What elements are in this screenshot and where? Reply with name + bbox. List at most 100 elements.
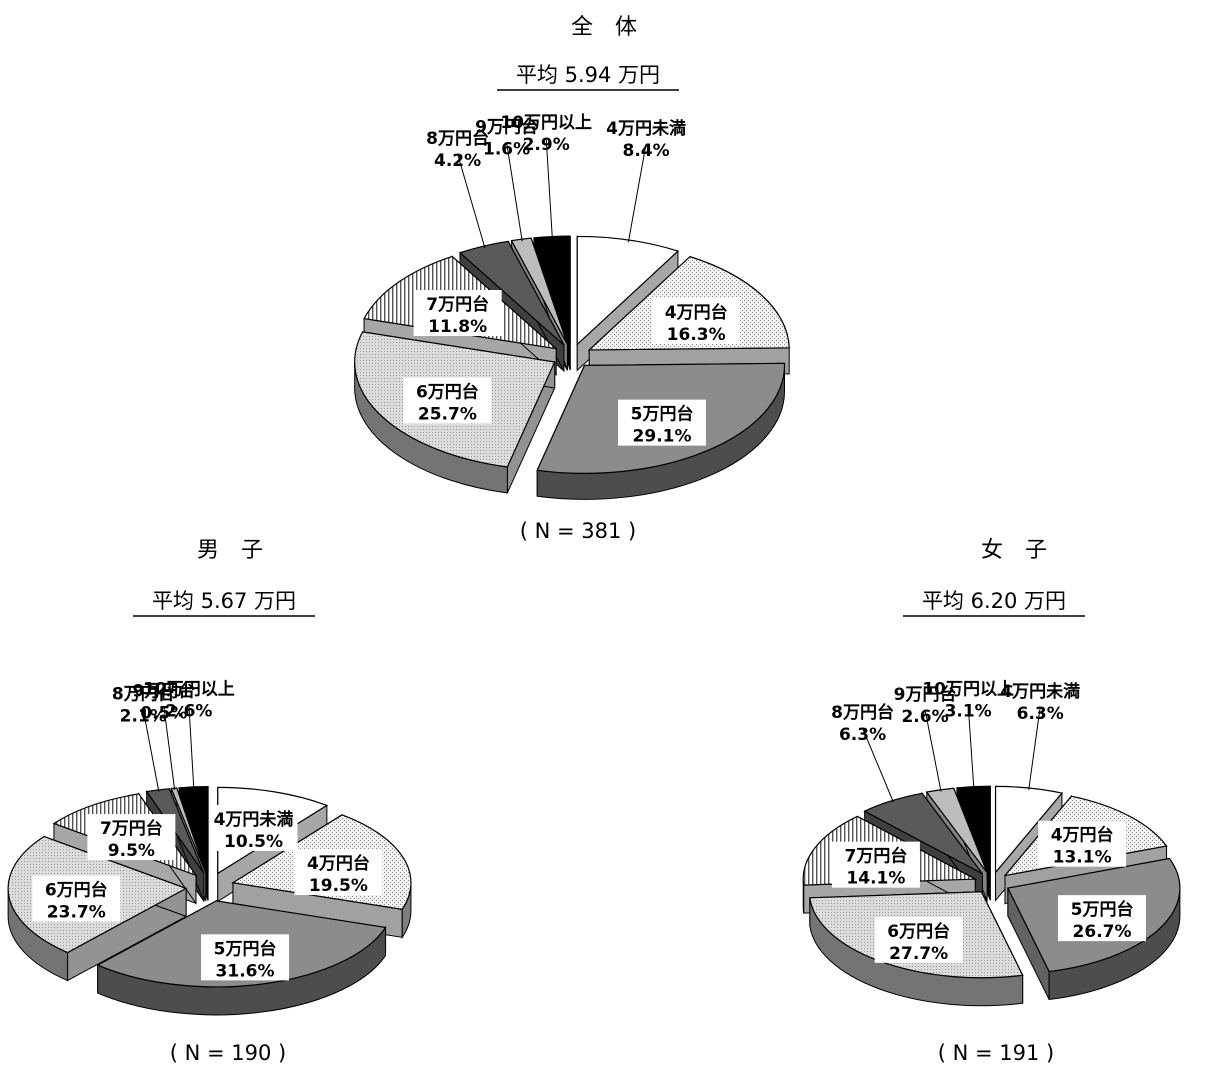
slice-value-label: 2.6% (901, 707, 948, 727)
slice-value-label: 16.3% (667, 325, 726, 345)
pie-area: 4万円未満10.5%4万円台19.5%5万円台31.6%6万円台23.7%7万円… (7, 680, 412, 1016)
leader-line (924, 709, 942, 792)
slice-category-label: 4万円未満 (214, 809, 294, 830)
slice-value-label: 26.7% (1073, 922, 1132, 942)
slice-value-label: 0.5% (140, 704, 187, 724)
slice-value-label: 2.9% (523, 135, 570, 155)
slice-category-label: 4万円未満 (606, 118, 686, 139)
leader-line (188, 704, 195, 789)
slice-category-label: 10万円以上 (143, 680, 235, 700)
slice-value-label: 25.7% (418, 405, 477, 425)
leader-line (545, 137, 553, 239)
slice-category-label: 6万円台 (45, 880, 108, 901)
sample-size: ( N = 190 ) (170, 1041, 286, 1065)
chart-title: 男 子 (197, 538, 263, 563)
slice-category-label: 5万円台 (214, 938, 277, 959)
slice-category-label: 9万円台 (475, 116, 538, 137)
slice-value-label: 8.4% (623, 141, 670, 161)
chart-title: 全 体 (571, 15, 637, 40)
pie-area: 4万円未満6.3%4万円台13.1%5万円台26.7%6万円台27.7%7万円台… (802, 679, 1181, 1007)
slice-value-label: 19.5% (309, 876, 368, 896)
slice-value-label: 14.1% (846, 869, 905, 889)
chart-title: 女 子 (981, 538, 1047, 563)
slice-category-label: 9万円台 (132, 681, 195, 702)
slice-category-label: 4万円台 (1051, 825, 1114, 846)
leader-line (1028, 706, 1041, 790)
slice-category-label: 9万円台 (894, 684, 957, 705)
slice-category-label: 10万円以上 (922, 679, 1014, 699)
slice-value-label: 1.6% (483, 139, 530, 159)
slice-category-label: 4万円未満 (1000, 681, 1080, 702)
leader-line (862, 727, 894, 803)
slice-category-label: 8万円台 (426, 128, 489, 149)
slice-value-label: 11.8% (428, 317, 487, 337)
slice-value-label: 9.5% (108, 841, 155, 861)
slice-category-label: 8万円台 (112, 684, 175, 705)
sample-size: ( N = 191 ) (938, 1041, 1054, 1065)
slice-value-label: 2.1% (120, 707, 167, 727)
slice-category-label: 5万円台 (631, 404, 694, 425)
slice-value-label: 27.7% (889, 944, 948, 964)
slice-category-label: 4万円台 (665, 302, 728, 323)
slice-category-label: 7万円台 (844, 846, 907, 867)
slice-value-label: 29.1% (633, 427, 692, 447)
slice-value-label: 23.7% (47, 903, 106, 923)
slice-category-label: 7万円台 (426, 294, 489, 315)
pie-slice-6-range (354, 331, 556, 494)
slice-value-label: 31.6% (216, 961, 275, 981)
pie-chart-female: 女 子 平均 6.20 万円 4万円未満6.3%4万円台13.1%5万円台26.… (802, 538, 1181, 1065)
slice-category-label: 8万円台 (831, 702, 894, 723)
chart-average: 平均 5.94 万円 (516, 63, 660, 87)
slice-value-label: 4.2% (434, 151, 481, 171)
chart-average: 平均 5.67 万円 (152, 589, 296, 613)
leader-line (163, 706, 176, 790)
leader-line (142, 709, 160, 792)
sample-size: ( N = 381 ) (520, 519, 636, 543)
slice-category-label: 7万円台 (100, 818, 163, 839)
slice-category-label: 6万円台 (887, 921, 950, 942)
slice-value-label: 10.5% (224, 832, 283, 852)
slice-category-label: 6万円台 (416, 382, 479, 403)
slice-value-label: 6.3% (1017, 704, 1064, 724)
slice-category-label: 5万円台 (1071, 899, 1134, 920)
chart-average: 平均 6.20 万円 (922, 589, 1066, 613)
slice-value-label: 13.1% (1053, 848, 1112, 868)
slice-value-label: 2.6% (165, 702, 212, 722)
leader-line (627, 143, 647, 243)
leader-line (457, 153, 486, 249)
pie-chart-male: 男 子 平均 5.67 万円 4万円未満10.5%4万円台19.5%5万円台31… (7, 538, 412, 1065)
slice-category-label: 10万円以上 (500, 113, 592, 133)
slice-value-label: 3.1% (945, 701, 992, 721)
leader-line (506, 142, 523, 242)
slice-category-label: 4万円台 (307, 853, 370, 874)
slice-value-label: 6.3% (839, 725, 886, 745)
leader-line (967, 704, 975, 789)
